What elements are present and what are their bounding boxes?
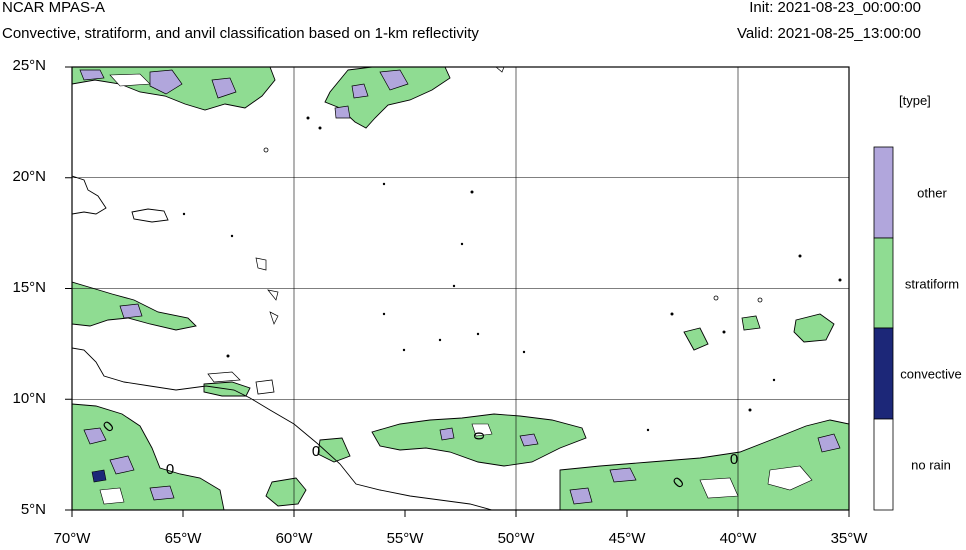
legend-swatch-convective xyxy=(873,327,894,420)
legend-title: [type] xyxy=(899,93,931,108)
lat-tick-10n: 10°N xyxy=(12,390,46,407)
figure-subtitle: Convective, stratiform, and anvil classi… xyxy=(2,25,479,42)
lat-tick-20n: 20°N xyxy=(12,168,46,185)
legend-swatch-other xyxy=(873,146,894,239)
contour-label: 0 xyxy=(166,461,174,478)
legend-label-no-rain: no rain xyxy=(911,457,951,473)
legend-label-other: other xyxy=(917,185,947,201)
precip-fields xyxy=(72,67,849,510)
lat-tick-25n: 25°N xyxy=(12,57,46,74)
figure-title: NCAR MPAS-A xyxy=(2,0,106,16)
contour-label: 0 xyxy=(730,451,738,468)
lat-tick-5n: 5°N xyxy=(20,501,46,518)
lon-tick-65w: 65°W xyxy=(164,530,202,547)
valid-time: Valid: 2021-08-25_13:00:00 xyxy=(736,25,921,42)
lon-tick-55w: 55°W xyxy=(386,530,424,547)
graticule xyxy=(72,67,849,510)
lon-tick-70w: 70°W xyxy=(53,530,91,547)
legend-label-stratiform: stratiform xyxy=(904,276,960,292)
init-time: Init: 2021-08-23_00:00:00 xyxy=(749,0,921,16)
legend-swatch-no-rain xyxy=(873,418,894,511)
lon-tick-60w: 60°W xyxy=(275,530,313,547)
contour-label: 0 xyxy=(312,443,320,460)
lon-tick-40w: 40°W xyxy=(719,530,757,547)
lat-tick-15n: 15°N xyxy=(12,279,46,296)
lon-tick-35w: 35°W xyxy=(830,530,868,547)
legend-swatch-stratiform xyxy=(873,237,894,329)
lon-tick-50w: 50°W xyxy=(497,530,535,547)
lon-tick-45w: 45°W xyxy=(608,530,646,547)
contour-label: 0 xyxy=(471,432,488,440)
legend-label-convective: convective xyxy=(900,366,962,382)
legend-colorbar xyxy=(873,146,894,511)
axis-ticks xyxy=(65,66,850,517)
